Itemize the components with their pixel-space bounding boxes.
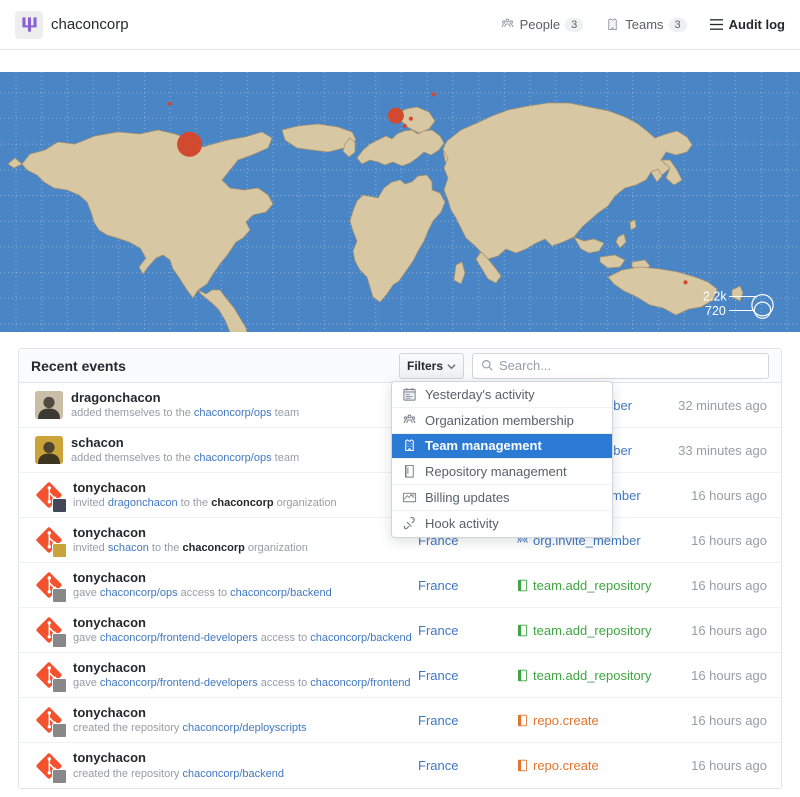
svg-text:2.2k: 2.2k — [703, 290, 727, 304]
svg-text:720: 720 — [705, 304, 726, 318]
